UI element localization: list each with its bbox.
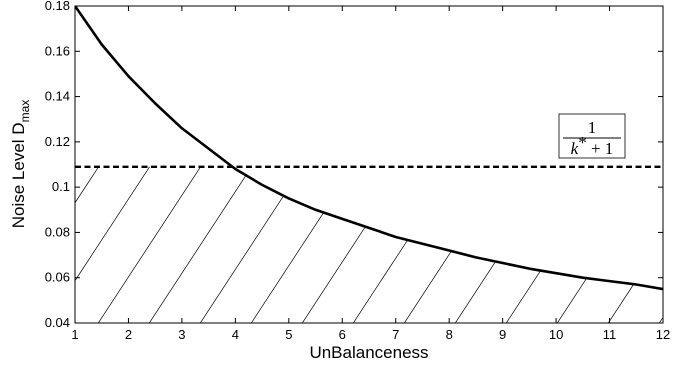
annotation-box: 1 k* + 1 bbox=[558, 113, 626, 159]
hatch-line bbox=[75, 166, 269, 323]
hatch-line bbox=[75, 166, 320, 323]
annotation-denominator-rest: + 1 bbox=[587, 139, 614, 158]
y-axis-label-main: Noise Level D bbox=[9, 122, 28, 228]
hatch-line bbox=[160, 166, 422, 323]
x-tick-label: 8 bbox=[446, 327, 453, 342]
annotation-denominator-sup: * bbox=[578, 133, 587, 152]
hatch-line bbox=[313, 166, 575, 323]
annotation-denominator-var: k bbox=[571, 139, 579, 158]
x-tick-label: 10 bbox=[549, 327, 563, 342]
x-tick-label: 6 bbox=[339, 327, 346, 342]
x-tick-label: 7 bbox=[392, 327, 399, 342]
x-tick-label: 11 bbox=[603, 327, 617, 342]
hatch-line bbox=[75, 166, 218, 323]
annotation-numerator: 1 bbox=[588, 118, 597, 137]
x-tick-label: 12 bbox=[656, 327, 670, 342]
hatch-line bbox=[466, 166, 663, 323]
hatch-line bbox=[262, 166, 524, 323]
y-tick-label: 0.14 bbox=[45, 89, 70, 104]
y-tick-label: 0.04 bbox=[45, 315, 70, 330]
hatch-line bbox=[415, 166, 663, 323]
x-tick-label: 2 bbox=[125, 327, 132, 342]
y-axis-label-subscript: max bbox=[18, 100, 32, 123]
x-tick-label: 5 bbox=[285, 327, 292, 342]
ticks: 1 2 3 4 5 6 7 8 9 10 11 120.040.060.080.10.120.140.… bbox=[45, 0, 671, 342]
plot-frame bbox=[74, 5, 664, 324]
y-tick-label: 0.18 bbox=[45, 0, 70, 13]
hatch-line bbox=[517, 166, 663, 323]
y-tick-label: 0.16 bbox=[45, 43, 70, 58]
x-tick-label: 1 bbox=[71, 327, 78, 342]
x-tick-label: 3 bbox=[178, 327, 185, 342]
hatch-line bbox=[211, 166, 473, 323]
noise-curve bbox=[75, 6, 663, 291]
y-tick-label: 0.06 bbox=[45, 270, 70, 285]
hatch-line bbox=[364, 166, 626, 323]
series-layer bbox=[75, 6, 663, 291]
y-axis-label: Noise Level Dmax bbox=[9, 100, 32, 229]
annotation-frame bbox=[558, 113, 626, 159]
y-tick-label: 0.08 bbox=[45, 224, 70, 239]
hatch-line bbox=[568, 166, 663, 323]
hatch-line bbox=[619, 166, 663, 323]
x-tick-label: 4 bbox=[232, 327, 239, 342]
x-tick-label: 9 bbox=[499, 327, 506, 342]
annotation-denominator: k* + 1 bbox=[571, 133, 614, 158]
y-tick-label: 0.1 bbox=[52, 179, 70, 194]
y-tick-label: 0.12 bbox=[45, 134, 70, 149]
hatch-line bbox=[109, 166, 371, 323]
x-axis-label: UnBalanceness bbox=[309, 343, 428, 362]
